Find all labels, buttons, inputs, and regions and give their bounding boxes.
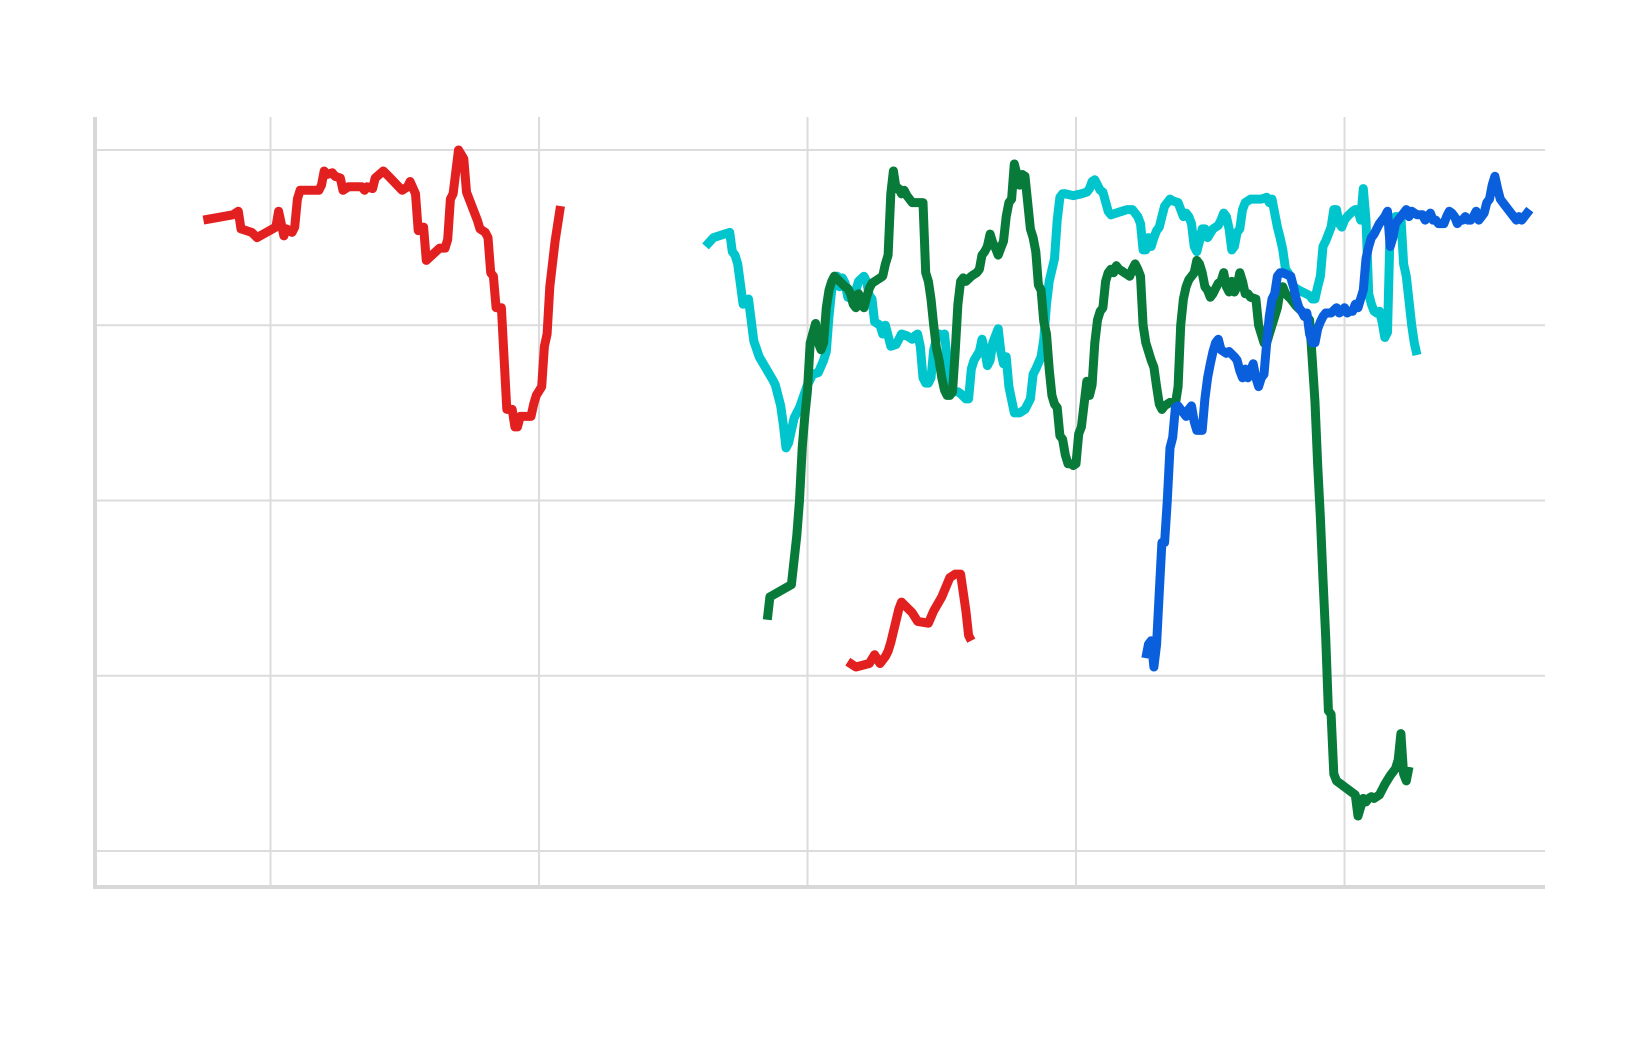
series-line-2-segment-1	[702, 175, 1422, 453]
series-line-1-segment-2	[845, 569, 976, 672]
series-line-3-segment-1	[762, 159, 1414, 821]
axes	[93, 117, 1545, 889]
series-line-1-segment-1	[202, 145, 565, 432]
series-lines	[202, 145, 1534, 821]
series-line-4-segment-1	[1141, 171, 1534, 672]
